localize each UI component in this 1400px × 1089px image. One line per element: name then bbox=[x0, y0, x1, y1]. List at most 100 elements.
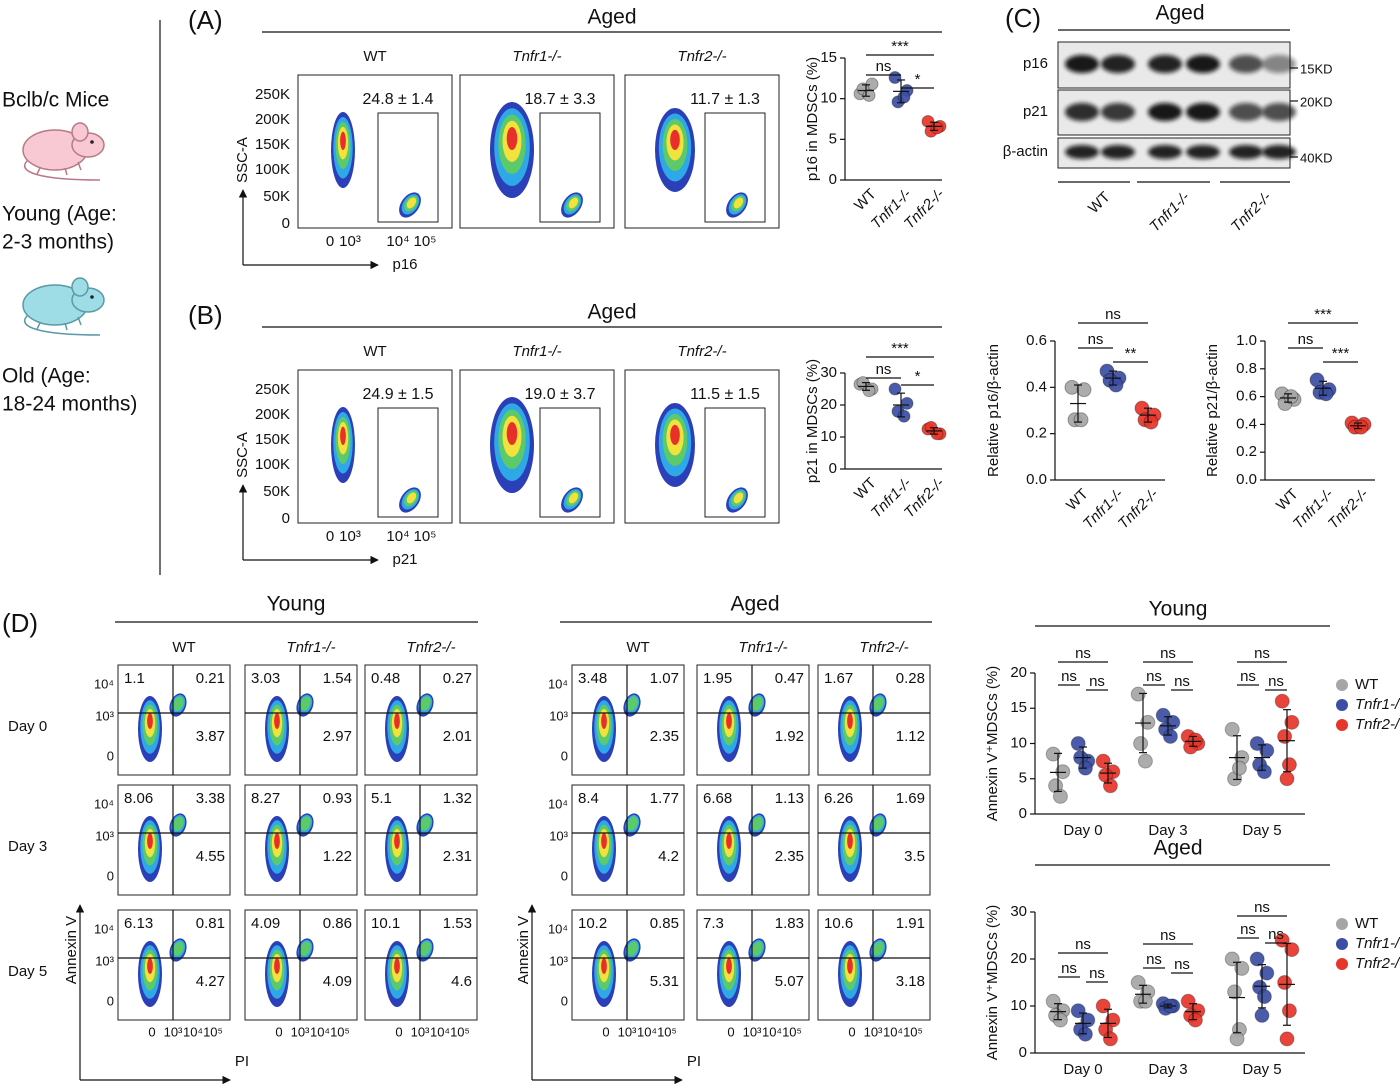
quadrant-value: 0.86 bbox=[323, 915, 352, 932]
significance-label: *** bbox=[891, 340, 909, 357]
density-blob bbox=[296, 693, 314, 717]
caption: Bclb/c Mice bbox=[2, 89, 109, 112]
significance-label: ns bbox=[1061, 668, 1077, 685]
quadrant-value: 1.69 bbox=[896, 790, 925, 807]
y-tick-label: 30 bbox=[820, 364, 837, 381]
x-tick-label: 10³ bbox=[864, 1024, 883, 1039]
quadrant-value: 2.35 bbox=[650, 728, 679, 745]
quadrant-value: 1.95 bbox=[703, 670, 732, 687]
density-blob bbox=[169, 693, 187, 717]
density-blob bbox=[416, 938, 434, 962]
quadrant-value: 8.27 bbox=[251, 790, 280, 807]
blot-band bbox=[1101, 145, 1135, 159]
x-tick-label: 10⁴ bbox=[762, 1024, 782, 1039]
legend-swatch bbox=[1336, 699, 1348, 711]
density-level bbox=[847, 958, 853, 975]
y-tick-label: 200K bbox=[255, 406, 290, 423]
x-tick-label: 10³ bbox=[291, 1024, 310, 1039]
significance-label: * bbox=[915, 368, 921, 385]
mouse-icon bbox=[22, 122, 105, 181]
significance-label: ns bbox=[1146, 951, 1162, 968]
y-tick-label: 30 bbox=[1010, 903, 1027, 920]
panel-label: (A) bbox=[188, 5, 223, 35]
density-level bbox=[406, 197, 417, 209]
y-tick-label: 10⁴ bbox=[548, 676, 568, 691]
gate-value: 24.9 ± 1.5 bbox=[362, 386, 433, 403]
y-tick-label: 0 bbox=[107, 868, 114, 883]
y-axis-label: p21 in MDSCs (%) bbox=[804, 359, 821, 483]
x-tick-label: 10⁵ bbox=[414, 233, 437, 250]
significance-label: ns bbox=[1254, 645, 1270, 662]
y-tick-label: 10³ bbox=[549, 953, 568, 968]
category-label: Tnfr2-/- bbox=[1325, 486, 1372, 533]
quadrant-value: 1.22 bbox=[323, 848, 352, 865]
quadrant-value: 4.55 bbox=[196, 848, 225, 865]
density-blob bbox=[717, 941, 741, 1007]
y-tick-label: 0.2 bbox=[1026, 425, 1047, 442]
flow-plot bbox=[571, 909, 685, 1021]
data-point bbox=[1234, 960, 1250, 976]
mouse-tail bbox=[23, 314, 101, 336]
y-tick-label: 0.6 bbox=[1236, 388, 1257, 405]
quadrant-value: 1.77 bbox=[650, 790, 679, 807]
flow-plot bbox=[459, 369, 615, 524]
panel-label: (D) bbox=[2, 608, 38, 638]
data-point bbox=[1155, 707, 1171, 723]
quadrant-value: 0.47 bbox=[775, 670, 804, 687]
y-tick-label: 10³ bbox=[95, 828, 114, 843]
y-tick-label: 100K bbox=[255, 161, 290, 178]
density-level bbox=[420, 696, 431, 711]
significance-label: ns bbox=[1075, 645, 1091, 662]
data-point bbox=[1070, 1003, 1086, 1019]
quadrant-value: 3.48 bbox=[578, 670, 607, 687]
data-point bbox=[1249, 951, 1265, 967]
density-level bbox=[173, 816, 184, 831]
density-level bbox=[274, 713, 280, 730]
x-tick-label: 0 bbox=[727, 1024, 734, 1039]
quadrant-value: 8.4 bbox=[578, 790, 599, 807]
density-blob bbox=[592, 696, 616, 762]
quadrant-value: 0.27 bbox=[443, 670, 472, 687]
x-axis-label: p16 bbox=[392, 256, 417, 273]
density-blob bbox=[265, 816, 289, 882]
y-tick-label: 50K bbox=[263, 483, 290, 500]
density-blob bbox=[561, 487, 583, 513]
density-blob bbox=[169, 938, 187, 962]
density-level bbox=[627, 816, 638, 831]
significance-label: ns bbox=[1089, 965, 1105, 982]
y-tick-label: 20 bbox=[1010, 664, 1027, 681]
column-title: WT bbox=[363, 48, 386, 65]
quadrant-value: 10.6 bbox=[824, 915, 853, 932]
blot-band bbox=[1148, 55, 1182, 73]
y-tick-label: 10 bbox=[1010, 997, 1027, 1014]
quadrant-value: 5.31 bbox=[650, 973, 679, 990]
x-tick-label: 10³ bbox=[411, 1024, 430, 1039]
density-level bbox=[173, 696, 184, 711]
flow-plot bbox=[117, 909, 231, 1021]
mouse-tail bbox=[23, 159, 101, 181]
density-blob bbox=[623, 938, 641, 962]
density-level bbox=[506, 126, 518, 150]
y-axis-label: Annexin V⁺MDSCs (%) bbox=[984, 905, 1001, 1060]
x-tick-label: 10⁵ bbox=[330, 1024, 350, 1039]
quadrant-value: 6.68 bbox=[703, 790, 732, 807]
mouse-feet bbox=[36, 316, 82, 331]
x-tick-label: 10⁵ bbox=[414, 528, 437, 545]
x-tick-label: 10⁵ bbox=[782, 1024, 802, 1039]
density-blob bbox=[869, 938, 887, 962]
flow-plot bbox=[624, 74, 780, 229]
x-tick-label: 10³ bbox=[164, 1024, 183, 1039]
blot-band bbox=[1229, 103, 1263, 121]
density-blob bbox=[623, 693, 641, 717]
density-level bbox=[506, 421, 518, 446]
density-level bbox=[873, 941, 884, 956]
category-label: WT bbox=[851, 186, 880, 215]
density-blob bbox=[748, 693, 766, 717]
data-point bbox=[1277, 728, 1293, 744]
category-label: WT bbox=[1063, 486, 1092, 515]
significance-label: ns bbox=[1268, 673, 1284, 690]
density-level bbox=[733, 197, 744, 209]
data-point bbox=[1095, 753, 1111, 769]
y-tick-label: 15 bbox=[1010, 699, 1027, 716]
flow-plot bbox=[364, 909, 478, 1021]
